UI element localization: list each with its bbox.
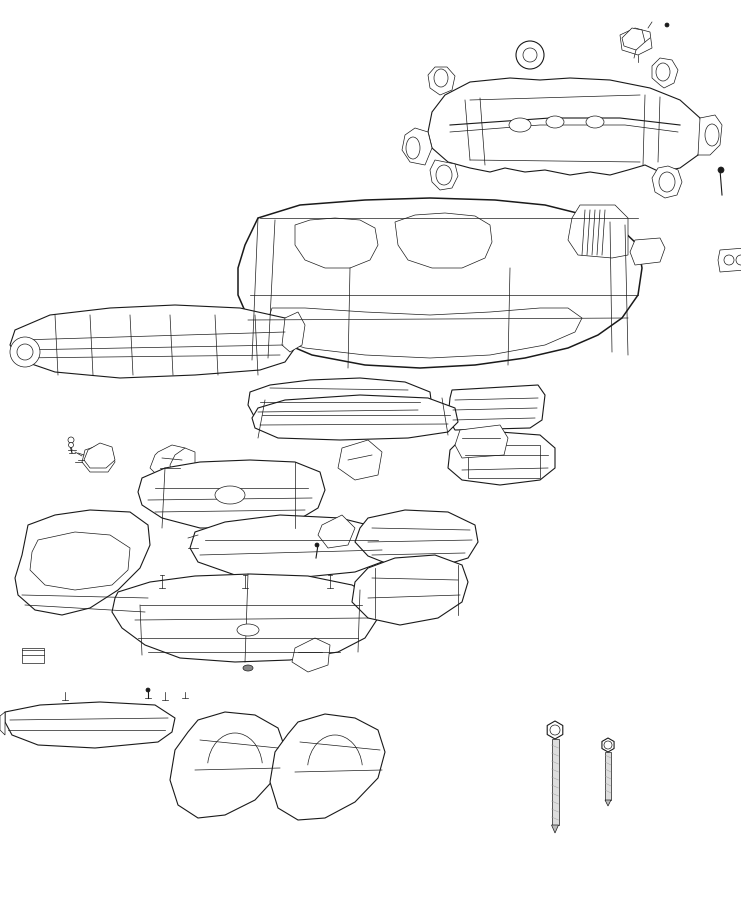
Polygon shape: [551, 739, 559, 825]
Polygon shape: [620, 28, 652, 55]
Polygon shape: [318, 515, 355, 548]
Polygon shape: [652, 166, 682, 198]
Ellipse shape: [237, 624, 259, 636]
Circle shape: [17, 344, 33, 360]
Polygon shape: [5, 702, 175, 748]
Polygon shape: [652, 58, 678, 88]
Polygon shape: [238, 198, 642, 368]
Circle shape: [724, 255, 734, 265]
Circle shape: [68, 437, 74, 443]
Circle shape: [523, 48, 537, 62]
Polygon shape: [292, 638, 330, 672]
Ellipse shape: [705, 124, 719, 146]
Ellipse shape: [659, 172, 675, 192]
Circle shape: [68, 443, 73, 447]
Polygon shape: [402, 128, 432, 165]
Polygon shape: [30, 532, 130, 590]
Polygon shape: [15, 510, 150, 615]
Polygon shape: [252, 395, 458, 440]
Polygon shape: [352, 555, 468, 625]
Polygon shape: [551, 825, 559, 833]
Ellipse shape: [215, 486, 245, 504]
Circle shape: [604, 741, 612, 749]
Polygon shape: [82, 445, 115, 472]
Ellipse shape: [434, 69, 448, 87]
Polygon shape: [268, 308, 582, 358]
Polygon shape: [395, 213, 492, 268]
Polygon shape: [338, 440, 382, 480]
Polygon shape: [605, 800, 611, 806]
Polygon shape: [138, 460, 325, 528]
Circle shape: [550, 725, 560, 735]
Polygon shape: [718, 248, 741, 272]
Polygon shape: [602, 738, 614, 752]
Ellipse shape: [436, 165, 452, 185]
Polygon shape: [0, 712, 5, 735]
Polygon shape: [698, 115, 722, 155]
Circle shape: [736, 255, 741, 265]
Polygon shape: [430, 160, 458, 190]
Polygon shape: [630, 238, 665, 265]
Polygon shape: [270, 714, 385, 820]
Circle shape: [315, 543, 319, 547]
Polygon shape: [547, 721, 563, 739]
Circle shape: [718, 167, 724, 173]
Ellipse shape: [586, 116, 604, 128]
Ellipse shape: [243, 665, 253, 671]
Polygon shape: [428, 78, 705, 175]
Polygon shape: [170, 448, 195, 480]
Polygon shape: [448, 432, 555, 485]
Polygon shape: [150, 445, 188, 478]
Polygon shape: [170, 712, 285, 818]
Polygon shape: [295, 218, 378, 268]
Polygon shape: [112, 574, 378, 662]
Polygon shape: [468, 445, 540, 478]
Circle shape: [146, 688, 150, 692]
Ellipse shape: [509, 118, 531, 132]
Circle shape: [665, 23, 669, 27]
Polygon shape: [568, 205, 628, 258]
Polygon shape: [622, 28, 645, 50]
Circle shape: [10, 337, 40, 367]
Polygon shape: [428, 67, 455, 95]
Polygon shape: [84, 443, 115, 468]
Polygon shape: [455, 425, 508, 458]
Polygon shape: [605, 752, 611, 800]
Polygon shape: [355, 510, 478, 568]
Ellipse shape: [406, 137, 420, 159]
Ellipse shape: [656, 63, 670, 81]
Polygon shape: [248, 378, 432, 435]
Polygon shape: [448, 385, 545, 430]
Polygon shape: [10, 305, 295, 378]
Polygon shape: [190, 515, 388, 578]
Bar: [22, 648, 44, 663]
Polygon shape: [282, 312, 305, 352]
Circle shape: [516, 41, 544, 69]
Ellipse shape: [546, 116, 564, 128]
